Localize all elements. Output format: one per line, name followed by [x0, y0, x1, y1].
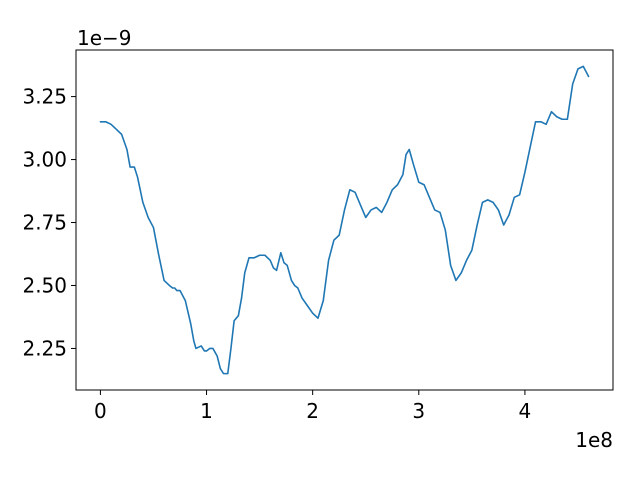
y-tick-label: 2.25: [22, 336, 67, 360]
x-offset-label: 1e8: [575, 428, 613, 452]
y-axis-ticks: 2.25 2.50 2.75 3.00 3.25: [22, 85, 76, 360]
y-offset-label: 1e−9: [77, 26, 132, 50]
y-tick-label: 2.50: [22, 273, 67, 297]
y-tick-label: 3.00: [22, 148, 67, 172]
axes-frame: [75, 49, 614, 391]
plot-content: [99, 65, 590, 375]
x-tick-label: 4: [519, 399, 532, 423]
x-axis-ticks: 0 1 2 3 4: [94, 390, 531, 423]
x-tick-label: 0: [94, 399, 107, 423]
y-tick-label: 3.25: [22, 85, 67, 109]
x-tick-label: 1: [200, 399, 213, 423]
y-tick-label: 2.75: [22, 211, 67, 235]
series-line-0: [99, 65, 590, 375]
x-tick-label: 3: [412, 399, 425, 423]
x-tick-label: 2: [306, 399, 319, 423]
